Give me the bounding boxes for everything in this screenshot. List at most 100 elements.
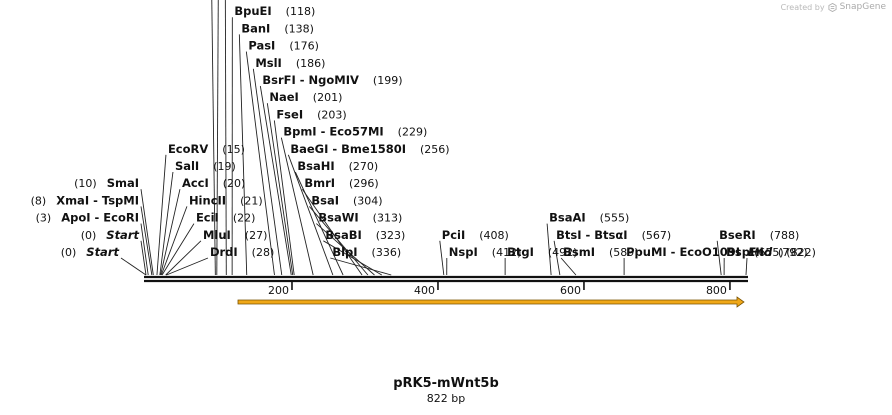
leader-line	[166, 257, 209, 276]
enzyme-label-bsrfi-ngomiv[interactable]: BsrFI - NgoMIV (199)	[262, 73, 402, 87]
enzyme-name: BtsI - BtsαI	[556, 228, 627, 242]
enzyme-position: (567)	[642, 229, 672, 242]
enzyme-label-start[interactable]: Start (0)	[61, 245, 120, 259]
label-leader-lines	[120, 0, 748, 276]
leader-line	[280, 137, 314, 276]
leader-line	[140, 240, 147, 276]
snapgene-logo-icon	[828, 2, 837, 12]
enzyme-name: BsmI	[563, 245, 595, 259]
enzyme-label-ppumi-ecoo109i[interactable]: PpuMI - EcoO109I (655)	[626, 245, 784, 259]
enzyme-label-naei[interactable]: NaeI (201)	[269, 90, 342, 104]
enzyme-name: XmaI - TspMI	[56, 193, 139, 207]
leader-line	[330, 257, 392, 276]
leader-line	[224, 0, 227, 276]
leader-line	[439, 240, 445, 276]
enzyme-name: BsaI	[311, 193, 339, 207]
leader-line	[273, 120, 295, 276]
ruler-tick-label: 800	[706, 284, 727, 297]
enzyme-label-btgi[interactable]: BtgI (492)	[507, 245, 577, 259]
leader-line	[745, 257, 748, 276]
enzyme-name: BspHI	[726, 245, 764, 259]
enzyme-name: BpuEI	[234, 4, 271, 18]
enzyme-label-bseri[interactable]: BseRI (788)	[719, 228, 799, 242]
enzyme-label-bsahi[interactable]: BsaHI (270)	[297, 159, 378, 173]
enzyme-label-bmri[interactable]: BmrI (296)	[304, 176, 378, 190]
enzyme-name: BaeGI - Bme1580I	[290, 142, 406, 156]
enzyme-position: (0)	[61, 246, 77, 259]
enzyme-label-end[interactable]: End (822)	[748, 245, 816, 259]
enzyme-name: PasI	[248, 39, 275, 53]
leader-line	[560, 257, 577, 276]
enzyme-position: (408)	[479, 229, 509, 242]
enzyme-label-apoi-ecori[interactable]: ApoI - EcoRI (3)	[36, 211, 139, 225]
enzyme-position: (118)	[286, 5, 316, 18]
map-title-block: pRK5-mWnt5b 822 bp	[0, 376, 892, 405]
leader-line	[156, 154, 167, 276]
watermark-brand: SnapGene	[839, 2, 886, 12]
enzyme-label-drdi[interactable]: DrdI (28)	[210, 245, 274, 259]
enzyme-label-baegi-bme1580i[interactable]: BaeGI - Bme1580I (256)	[290, 142, 449, 156]
enzyme-label-xmai-tspmi[interactable]: XmaI - TspMI (8)	[31, 193, 139, 207]
enzyme-name: BsaAI	[549, 211, 586, 225]
enzyme-label-pcii[interactable]: PciI (408)	[442, 228, 509, 242]
enzyme-name: HincII	[189, 193, 226, 207]
enzyme-label-nspi[interactable]: NspI (412)	[449, 245, 522, 259]
orf-feature-arrow[interactable]	[237, 296, 745, 308]
enzyme-label-acci[interactable]: AccI (20)	[182, 176, 245, 190]
enzyme-name: BanI	[241, 21, 270, 35]
map-name: pRK5-mWnt5b	[393, 376, 499, 391]
ruler-ticks: 200 400 600 800	[268, 281, 731, 297]
enzyme-label-blpi[interactable]: BlpI (336)	[332, 245, 401, 259]
enzyme-label-msli[interactable]: MslI (186)	[255, 56, 325, 70]
enzyme-label-hincii[interactable]: HincII (21)	[189, 193, 263, 207]
enzyme-label-bstapi[interactable]: BstAPI (110)	[227, 0, 313, 1]
enzyme-label-bsabi[interactable]: BsaBI (323)	[325, 228, 405, 242]
enzyme-position: (176)	[289, 40, 319, 53]
leader-line	[216, 0, 219, 276]
enzyme-name: BlpI	[332, 245, 357, 259]
snapgene-watermark: Created by SnapGene	[781, 2, 886, 12]
enzyme-name: FseI	[276, 107, 303, 121]
leader-line	[301, 188, 363, 276]
enzyme-position: (822)	[786, 246, 816, 259]
enzyme-label-fsei[interactable]: FseI (203)	[276, 107, 346, 121]
enzyme-label-bsaai[interactable]: BsaAI (555)	[549, 211, 629, 225]
leader-line	[159, 171, 174, 276]
enzyme-name: PpuMI - EcoO109I	[626, 245, 740, 259]
map-length: 822 bp	[426, 392, 466, 405]
enzyme-label-bani[interactable]: BanI (138)	[241, 21, 314, 35]
enzyme-position: (10)	[74, 177, 97, 190]
enzyme-position: (229)	[398, 126, 428, 139]
enzyme-label-sali[interactable]: SalI (19)	[175, 159, 236, 173]
enzyme-position: (323)	[376, 229, 406, 242]
enzyme-position: (256)	[420, 143, 450, 156]
enzyme-label-bsawi[interactable]: BsaWI (313)	[318, 211, 402, 225]
enzyme-name: EciI	[196, 211, 219, 225]
enzyme-name: BstAPI	[227, 0, 270, 1]
enzyme-name: ApoI - EcoRI	[61, 211, 139, 225]
enzyme-position: (199)	[373, 74, 403, 87]
enzyme-label-start[interactable]: Start (0)	[81, 228, 140, 242]
enzyme-position: (0)	[81, 229, 97, 242]
enzyme-label-mlui[interactable]: MluI (27)	[203, 228, 267, 242]
enzyme-label-pasi[interactable]: PasI (176)	[248, 39, 319, 53]
enzyme-position: (8)	[31, 194, 47, 207]
leader-line	[316, 223, 375, 276]
enzyme-name: MluI	[203, 228, 231, 242]
enzyme-name: Start	[86, 245, 119, 259]
enzyme-label-bsai[interactable]: BsaI (304)	[311, 193, 382, 207]
enzyme-label-ecorv[interactable]: EcoRV (15)	[168, 142, 245, 156]
enzyme-name: Start	[106, 228, 139, 242]
leader-line	[160, 189, 181, 276]
enzyme-label-smai[interactable]: SmaI (10)	[74, 176, 139, 190]
enzyme-label-bpmi-eco57mi[interactable]: BpmI - Eco57MI (229)	[283, 125, 427, 139]
enzyme-label-bpuei[interactable]: BpuEI (118)	[234, 4, 315, 18]
enzyme-name: AccI	[182, 176, 209, 190]
enzyme-label-btsi-bts-i[interactable]: BtsI - BtsαI (567)	[556, 228, 671, 242]
enzyme-label-bsphi[interactable]: BspHI (792)	[726, 245, 807, 259]
leader-line	[140, 223, 149, 276]
enzyme-label-bsmi[interactable]: BsmI (589)	[563, 245, 638, 259]
enzyme-label-ecii[interactable]: EciI (22)	[196, 211, 256, 225]
enzyme-name: NaeI	[269, 90, 298, 104]
enzyme-position: (412)	[492, 246, 522, 259]
